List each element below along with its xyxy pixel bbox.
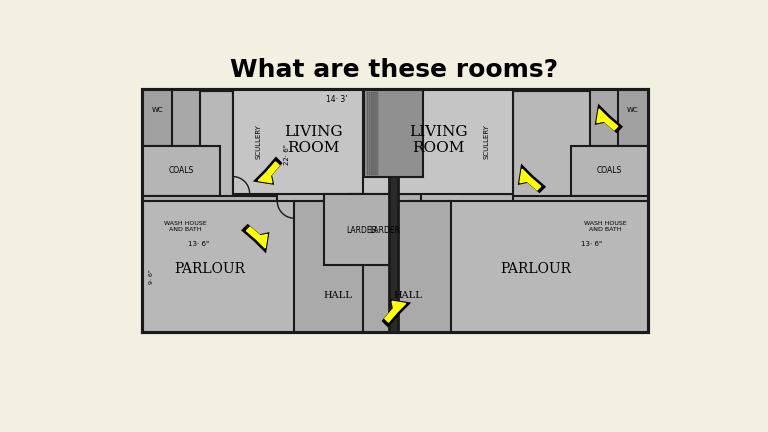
- Text: WC: WC: [627, 107, 639, 113]
- Text: 13· 6": 13· 6": [581, 241, 602, 247]
- Bar: [143, 89, 647, 332]
- Text: COALS: COALS: [168, 166, 194, 175]
- Bar: [372, 92, 374, 175]
- Bar: [143, 201, 381, 332]
- Polygon shape: [520, 167, 544, 191]
- Text: COALS: COALS: [597, 166, 622, 175]
- Text: 13· 6": 13· 6": [188, 241, 210, 247]
- Bar: [324, 194, 398, 265]
- Bar: [409, 201, 647, 332]
- Polygon shape: [520, 169, 541, 190]
- Bar: [374, 92, 376, 175]
- Bar: [233, 89, 382, 194]
- Text: 9· 6": 9· 6": [149, 269, 154, 284]
- Text: LIVING
ROOM: LIVING ROOM: [409, 124, 468, 155]
- Bar: [376, 92, 378, 175]
- Text: WC: WC: [151, 107, 163, 113]
- Bar: [389, 89, 399, 332]
- Bar: [369, 92, 370, 175]
- Bar: [618, 89, 647, 146]
- Text: What are these rooms?: What are these rooms?: [230, 58, 558, 83]
- Bar: [513, 196, 647, 254]
- Bar: [143, 146, 220, 196]
- Bar: [461, 89, 513, 194]
- Text: SCULLERY: SCULLERY: [484, 124, 490, 159]
- Text: LARDER: LARDER: [346, 226, 377, 235]
- Bar: [364, 89, 423, 177]
- Text: PARLOUR: PARLOUR: [501, 262, 571, 276]
- Polygon shape: [597, 109, 617, 130]
- Polygon shape: [243, 226, 267, 250]
- Polygon shape: [258, 162, 279, 183]
- Bar: [571, 146, 647, 196]
- Polygon shape: [384, 302, 408, 325]
- Text: HALL: HALL: [393, 292, 422, 300]
- Text: HALL: HALL: [324, 292, 353, 300]
- Text: SCULLERY: SCULLERY: [256, 124, 262, 159]
- Bar: [362, 201, 452, 332]
- Bar: [590, 89, 647, 146]
- Bar: [362, 89, 513, 194]
- Text: LIVING
ROOM: LIVING ROOM: [284, 124, 343, 155]
- Text: PARLOUR: PARLOUR: [174, 262, 245, 276]
- Bar: [366, 92, 368, 175]
- Text: WASH HOUSE
AND BATH: WASH HOUSE AND BATH: [164, 221, 207, 232]
- Polygon shape: [385, 302, 406, 322]
- Polygon shape: [247, 227, 267, 248]
- Bar: [348, 194, 422, 265]
- Polygon shape: [257, 159, 280, 183]
- Text: 14· 3’: 14· 3’: [326, 95, 347, 104]
- Text: LARDER: LARDER: [369, 226, 400, 235]
- Bar: [233, 89, 285, 194]
- Text: WASH HOUSE
AND BATH: WASH HOUSE AND BATH: [584, 221, 627, 232]
- Bar: [370, 92, 372, 175]
- Bar: [143, 89, 172, 146]
- Polygon shape: [597, 107, 621, 131]
- Bar: [143, 89, 200, 146]
- Bar: [294, 201, 382, 332]
- Bar: [143, 196, 277, 254]
- Text: 22· 6": 22· 6": [284, 145, 290, 165]
